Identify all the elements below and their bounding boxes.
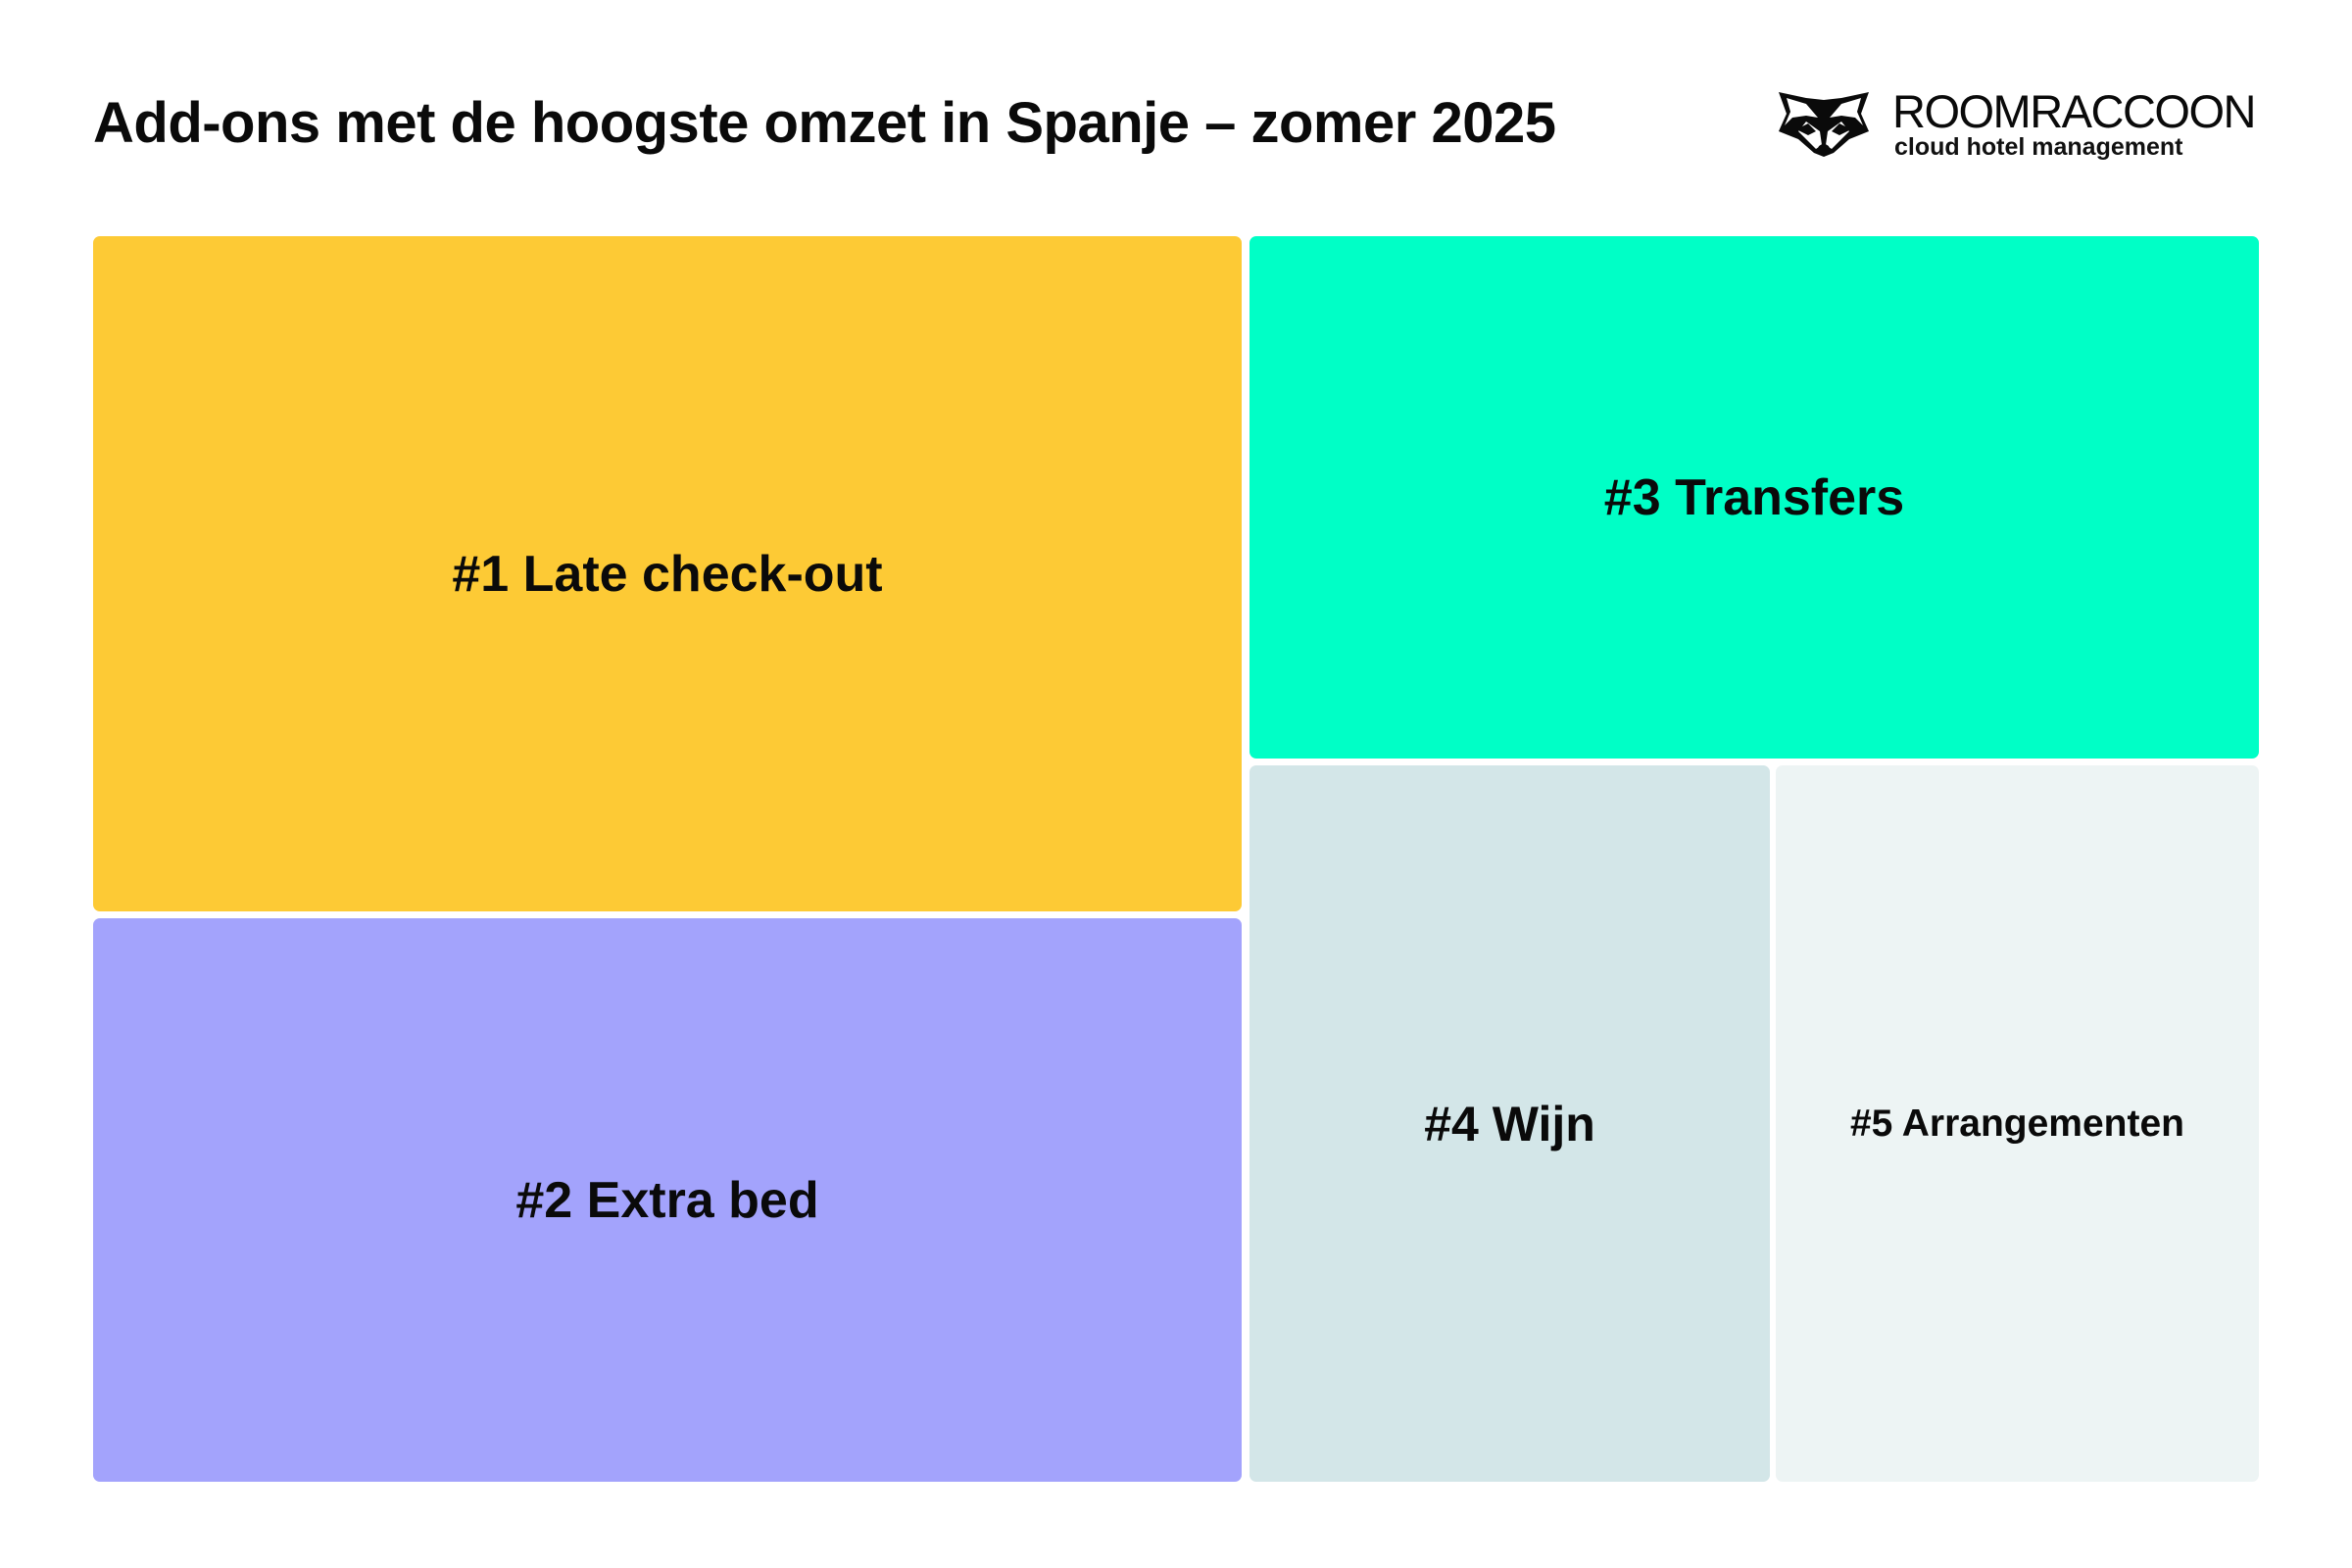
tile-extra-bed: #2 Extra bed: [93, 918, 1242, 1482]
brand-name: ROOMRACCOON: [1892, 85, 2256, 137]
brand-logo: ROOMRACCOON cloud hotel management: [1777, 85, 2267, 165]
tile-late-checkout: #1 Late check-out: [93, 236, 1242, 911]
tile-label: #4 Wijn: [1424, 1096, 1595, 1152]
tile-label: #1 Late check-out: [452, 545, 883, 603]
tile-arrangementen: #5 Arrangementen: [1776, 765, 2259, 1482]
brand-tagline: cloud hotel management: [1894, 133, 2183, 161]
chart-title: Add-ons met de hoogste omzet in Spanje –…: [93, 91, 1556, 155]
tile-label: #3 Transfers: [1603, 468, 1905, 526]
tile-transfers: #3 Transfers: [1250, 236, 2259, 759]
tile-label: #5 Arrangementen: [1849, 1102, 2184, 1145]
raccoon-face-icon: [1779, 92, 1869, 157]
tile-wijn: #4 Wijn: [1250, 765, 1770, 1482]
tile-label: #2 Extra bed: [515, 1171, 819, 1229]
